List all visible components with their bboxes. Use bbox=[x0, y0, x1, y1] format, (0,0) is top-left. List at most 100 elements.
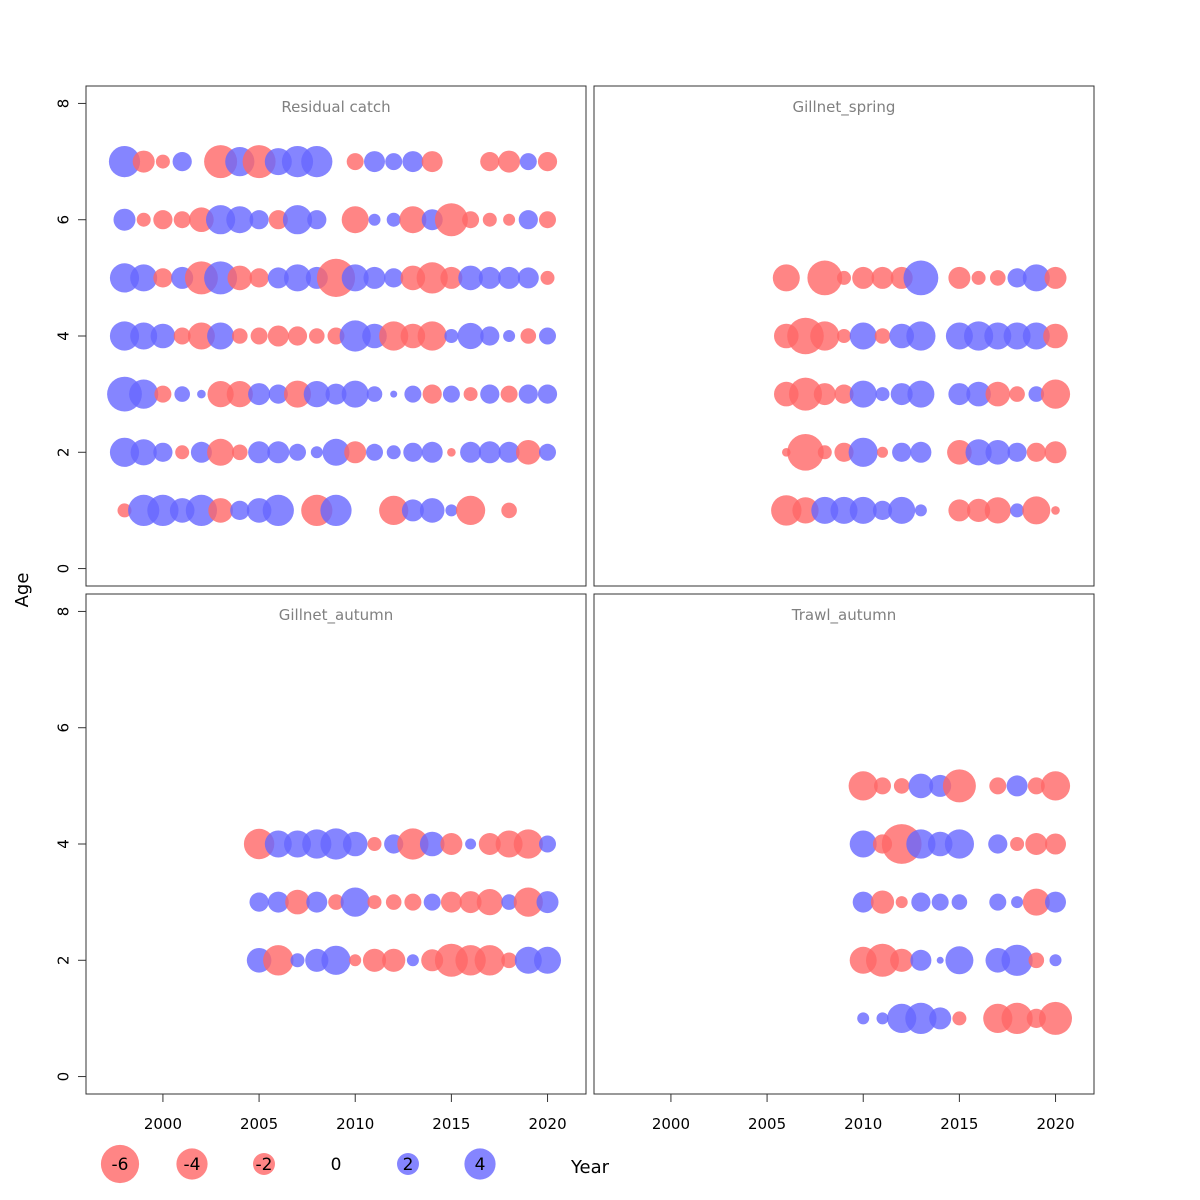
residual-bubble bbox=[463, 387, 478, 402]
residual-bubble bbox=[789, 377, 822, 411]
residual-bubble bbox=[1051, 506, 1060, 515]
residual-bubble bbox=[130, 322, 158, 350]
residual-bubble bbox=[262, 494, 294, 526]
residual-bubble bbox=[173, 211, 191, 229]
residual-bubble bbox=[503, 330, 516, 342]
residual-bubble bbox=[1028, 952, 1045, 969]
residual-bubble bbox=[1044, 266, 1067, 289]
residual-bubble bbox=[462, 211, 480, 229]
residual-bubble bbox=[419, 831, 445, 857]
residual-bubble bbox=[465, 838, 477, 850]
residual-bubble bbox=[341, 380, 369, 408]
residual-bubble bbox=[417, 321, 447, 351]
residual-bubble bbox=[866, 943, 899, 977]
residual-bubble bbox=[309, 328, 325, 344]
residual-bubble bbox=[402, 151, 424, 173]
residual-bubble bbox=[421, 441, 443, 463]
y-tick-label: 8 bbox=[55, 99, 73, 109]
residual-bubble bbox=[480, 326, 500, 346]
residual-bubble bbox=[914, 504, 927, 517]
panel-frame bbox=[593, 85, 1095, 587]
residual-bubble bbox=[346, 153, 364, 171]
residual-bubble bbox=[837, 270, 851, 285]
residual-bubble bbox=[267, 891, 289, 913]
y-tick-label: 2 bbox=[55, 956, 73, 966]
residual-bubble bbox=[367, 837, 382, 851]
residual-bubble bbox=[1003, 322, 1031, 350]
residual-bubble bbox=[971, 270, 986, 285]
residual-bubble bbox=[874, 328, 891, 344]
residual-bubble bbox=[513, 887, 543, 917]
residual-bubble bbox=[520, 328, 537, 344]
residual-bubble bbox=[988, 834, 1008, 854]
residual-bubble bbox=[482, 212, 497, 227]
residual-bubble bbox=[419, 498, 445, 523]
residual-bubble bbox=[1040, 379, 1071, 409]
residual-bubble bbox=[537, 384, 558, 404]
residual-bubble bbox=[207, 322, 235, 350]
residual-bubble bbox=[890, 948, 914, 972]
residual-bubble bbox=[989, 777, 1007, 795]
residual-bubble bbox=[147, 494, 179, 526]
y-tick-label: 6 bbox=[55, 723, 73, 733]
residual-bubble bbox=[440, 833, 463, 855]
residual-bubble bbox=[519, 153, 537, 171]
residual-bubble bbox=[320, 828, 352, 860]
residual-bubble bbox=[421, 151, 443, 173]
residual-bubble bbox=[307, 210, 327, 230]
residual-bubble bbox=[942, 769, 976, 803]
residual-bubble bbox=[813, 383, 836, 406]
residual-bubble bbox=[282, 205, 313, 235]
residual-bubble bbox=[422, 384, 442, 404]
residual-bubble bbox=[197, 389, 206, 399]
residual-bubble bbox=[513, 829, 543, 859]
residual-bubble bbox=[952, 1011, 967, 1026]
residual-bubble bbox=[174, 386, 190, 402]
x-tick-label: 2000 bbox=[652, 1115, 690, 1133]
residual-bubble bbox=[173, 327, 191, 345]
residual-bubble bbox=[849, 496, 877, 524]
residual-bubble bbox=[363, 266, 386, 289]
residual-bubble bbox=[1027, 777, 1045, 795]
residual-bubble bbox=[1022, 888, 1050, 916]
residual-bubble bbox=[931, 893, 949, 911]
residual-bubble bbox=[243, 828, 275, 860]
residual-bubble bbox=[480, 384, 500, 404]
residual-bubble bbox=[830, 496, 858, 524]
residual-bubble bbox=[871, 266, 894, 289]
x-tick-label: 2010 bbox=[844, 1115, 882, 1133]
residual-bubble bbox=[852, 266, 875, 289]
y-tick-label: 4 bbox=[55, 839, 73, 849]
residual-bubble bbox=[306, 891, 328, 913]
residual-bubble bbox=[459, 891, 482, 914]
residual-bubble bbox=[368, 213, 381, 226]
residual-bubble bbox=[876, 1012, 889, 1025]
residual-bubble bbox=[834, 442, 854, 462]
residual-bubble bbox=[316, 258, 356, 297]
residual-bubble bbox=[150, 323, 176, 349]
residual-bubble bbox=[474, 945, 505, 976]
residual-bubble bbox=[230, 500, 250, 520]
residual-bubble bbox=[249, 210, 269, 230]
residual-bubble bbox=[965, 439, 992, 466]
residual-bubble bbox=[130, 264, 158, 292]
residual-bubble bbox=[328, 894, 344, 910]
residual-bubble bbox=[227, 265, 253, 291]
residual-bubble bbox=[476, 889, 503, 916]
residual-bubble bbox=[284, 264, 311, 292]
residual-bubble bbox=[406, 954, 419, 967]
residual-bubble bbox=[989, 893, 1007, 911]
residual-bubble bbox=[416, 262, 448, 294]
residual-bubble bbox=[310, 446, 323, 459]
residual-bubble bbox=[480, 152, 500, 172]
residual-bubble bbox=[440, 266, 463, 289]
residual-bubble bbox=[242, 145, 276, 179]
x-tick-label: 2015 bbox=[432, 1115, 470, 1133]
residual-bubble bbox=[249, 892, 269, 912]
residual-bubble bbox=[132, 150, 155, 173]
residual-bubble bbox=[903, 260, 939, 296]
residual-bubble bbox=[539, 443, 556, 461]
residual-bubble bbox=[905, 1002, 937, 1034]
residual-bubble bbox=[153, 442, 173, 462]
